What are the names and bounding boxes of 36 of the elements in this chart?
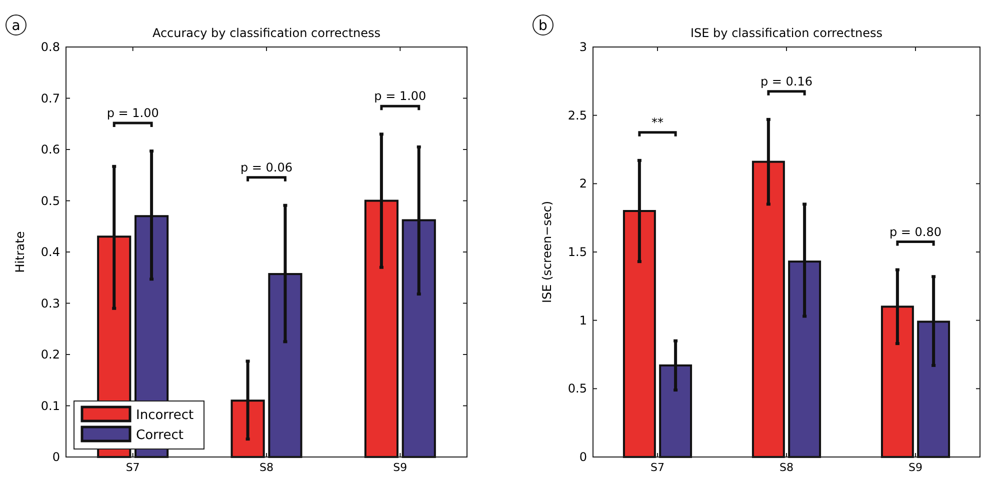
y-tick-label: 0.7	[40, 91, 60, 106]
text: a	[12, 18, 20, 34]
annotation: p = 0.16	[760, 74, 813, 88]
y-tick-label: 0	[52, 450, 60, 464]
x-tick-label: S9	[393, 461, 408, 474]
annotation: p = 0.06	[240, 160, 293, 174]
legend-label: Incorrect	[136, 408, 194, 423]
y-tick-label: 0.5	[40, 194, 60, 208]
y-tick-label: 0.3	[40, 296, 60, 310]
y-tick-label: 0.1	[40, 398, 60, 413]
x-tick-label: S7	[650, 461, 664, 474]
y-tick-label: 0.2	[40, 348, 60, 362]
y-tick-label: 1.5	[568, 245, 587, 259]
y-tick-label: 0.5	[568, 382, 587, 396]
x-tick-label: S8	[780, 461, 794, 474]
y-tick-label: 0.8	[40, 40, 60, 54]
chart-title: ISE by classification correctness	[690, 26, 883, 40]
y-tick-label: 3	[579, 40, 587, 54]
x-tick-label: S9	[908, 461, 922, 474]
y-tick-label: 2.5	[568, 108, 587, 122]
annotation: p = 1.00	[106, 106, 159, 120]
annotation: p = 0.80	[889, 224, 942, 239]
y-tick-label: 0.6	[40, 142, 60, 156]
y-tick-label: 0	[579, 450, 587, 464]
annotation: **	[652, 115, 664, 130]
y-tick-label: 2	[579, 176, 587, 191]
chart-title: Accuracy by classification correctness	[152, 26, 381, 40]
legend-label: Correct	[136, 428, 184, 443]
x-tick-label: S8	[260, 461, 274, 474]
text: b	[538, 18, 548, 34]
y-tick-label: 0.4	[40, 245, 60, 259]
y-axis-title: Hitrate	[13, 231, 27, 273]
x-tick-label: S7	[126, 461, 140, 474]
y-axis-title: ISE (screen−sec)	[540, 200, 554, 304]
y-tick-label: 1	[579, 313, 587, 328]
annotation: p = 1.00	[374, 89, 426, 104]
